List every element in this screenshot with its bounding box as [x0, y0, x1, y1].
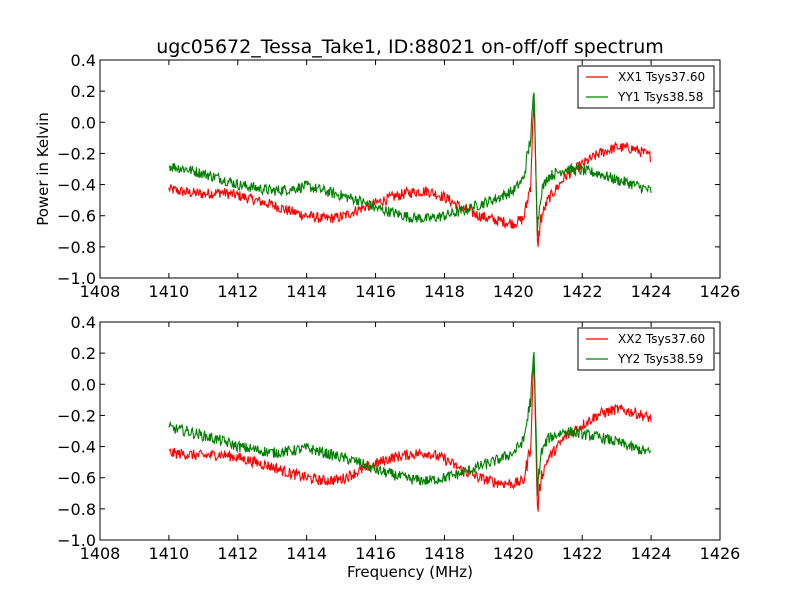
x-tick-label: 1408 — [80, 544, 121, 563]
legend-box — [577, 327, 715, 371]
x-tick-label: 1418 — [424, 282, 465, 301]
y-tick-label: −0.2 — [57, 406, 96, 425]
x-tick-label: 1410 — [149, 544, 190, 563]
y-tick-label: −0.6 — [57, 207, 96, 226]
y-tick-label: −0.8 — [57, 238, 96, 257]
x-tick-label: 1420 — [493, 544, 534, 563]
x-tick-label: 1416 — [355, 544, 396, 563]
y-tick-label: −0.6 — [57, 469, 96, 488]
x-tick-label: 1424 — [631, 544, 672, 563]
x-tick-label: 1412 — [217, 282, 258, 301]
y-tick-label: −0.8 — [57, 500, 96, 519]
x-tick-label: 1412 — [217, 544, 258, 563]
x-tick-label: 1418 — [424, 544, 465, 563]
legend-entry: YY1 Tsys38.58 — [617, 90, 703, 104]
y-tick-label: 0.0 — [71, 113, 96, 132]
series-line-yy-panel-2 — [168, 351, 652, 497]
legend-entry: YY2 Tsys38.59 — [617, 352, 703, 366]
y-tick-label: −0.4 — [57, 176, 96, 195]
y-tick-label: 0.2 — [71, 82, 96, 101]
y-tick-label: −0.2 — [57, 144, 96, 163]
legend-entry: XX1 Tsys37.60 — [618, 70, 705, 84]
x-axis-label: Frequency (MHz) — [347, 563, 473, 581]
y-tick-label: 0.2 — [71, 344, 96, 363]
chart-title: ugc05672_Tessa_Take1, ID:88021 on-off/of… — [156, 36, 664, 58]
y-tick-label: −1.0 — [57, 269, 96, 288]
x-tick-label: 1422 — [562, 282, 603, 301]
y-axis-label: Power in Kelvin — [34, 112, 52, 226]
series-line-yy-panel-1 — [168, 92, 652, 236]
x-tick-label: 1414 — [286, 544, 327, 563]
plot-frame — [99, 59, 721, 279]
y-tick-label: −1.0 — [57, 531, 96, 550]
x-tick-label: 1416 — [355, 282, 396, 301]
x-tick-label: 1424 — [631, 282, 672, 301]
x-tick-label: 1410 — [149, 282, 190, 301]
series-line-xx-panel-1 — [168, 99, 652, 247]
x-tick-label: 1426 — [700, 544, 741, 563]
y-tick-label: 0.4 — [71, 313, 96, 332]
y-tick-label: 0.4 — [71, 51, 96, 70]
legend-box — [577, 65, 715, 109]
plot-frame — [99, 321, 721, 541]
x-tick-label: 1422 — [562, 544, 603, 563]
x-tick-label: 1426 — [700, 282, 741, 301]
bottom-panel: 1408 1410 1412 1414 1416 1418 1420 1422 1424 1426… — [57, 313, 740, 581]
y-tick-label: 0.0 — [71, 375, 96, 394]
legend-entry: XX2 Tsys37.60 — [618, 332, 705, 346]
x-tick-label: 1414 — [286, 282, 327, 301]
y-tick-label: −0.4 — [57, 438, 96, 457]
x-tick-label: 1408 — [80, 282, 121, 301]
top-panel: 1408 1410 1412 1414 1416 1418 1420 1422 1424 1426… — [34, 51, 740, 301]
x-tick-label: 1420 — [493, 282, 534, 301]
